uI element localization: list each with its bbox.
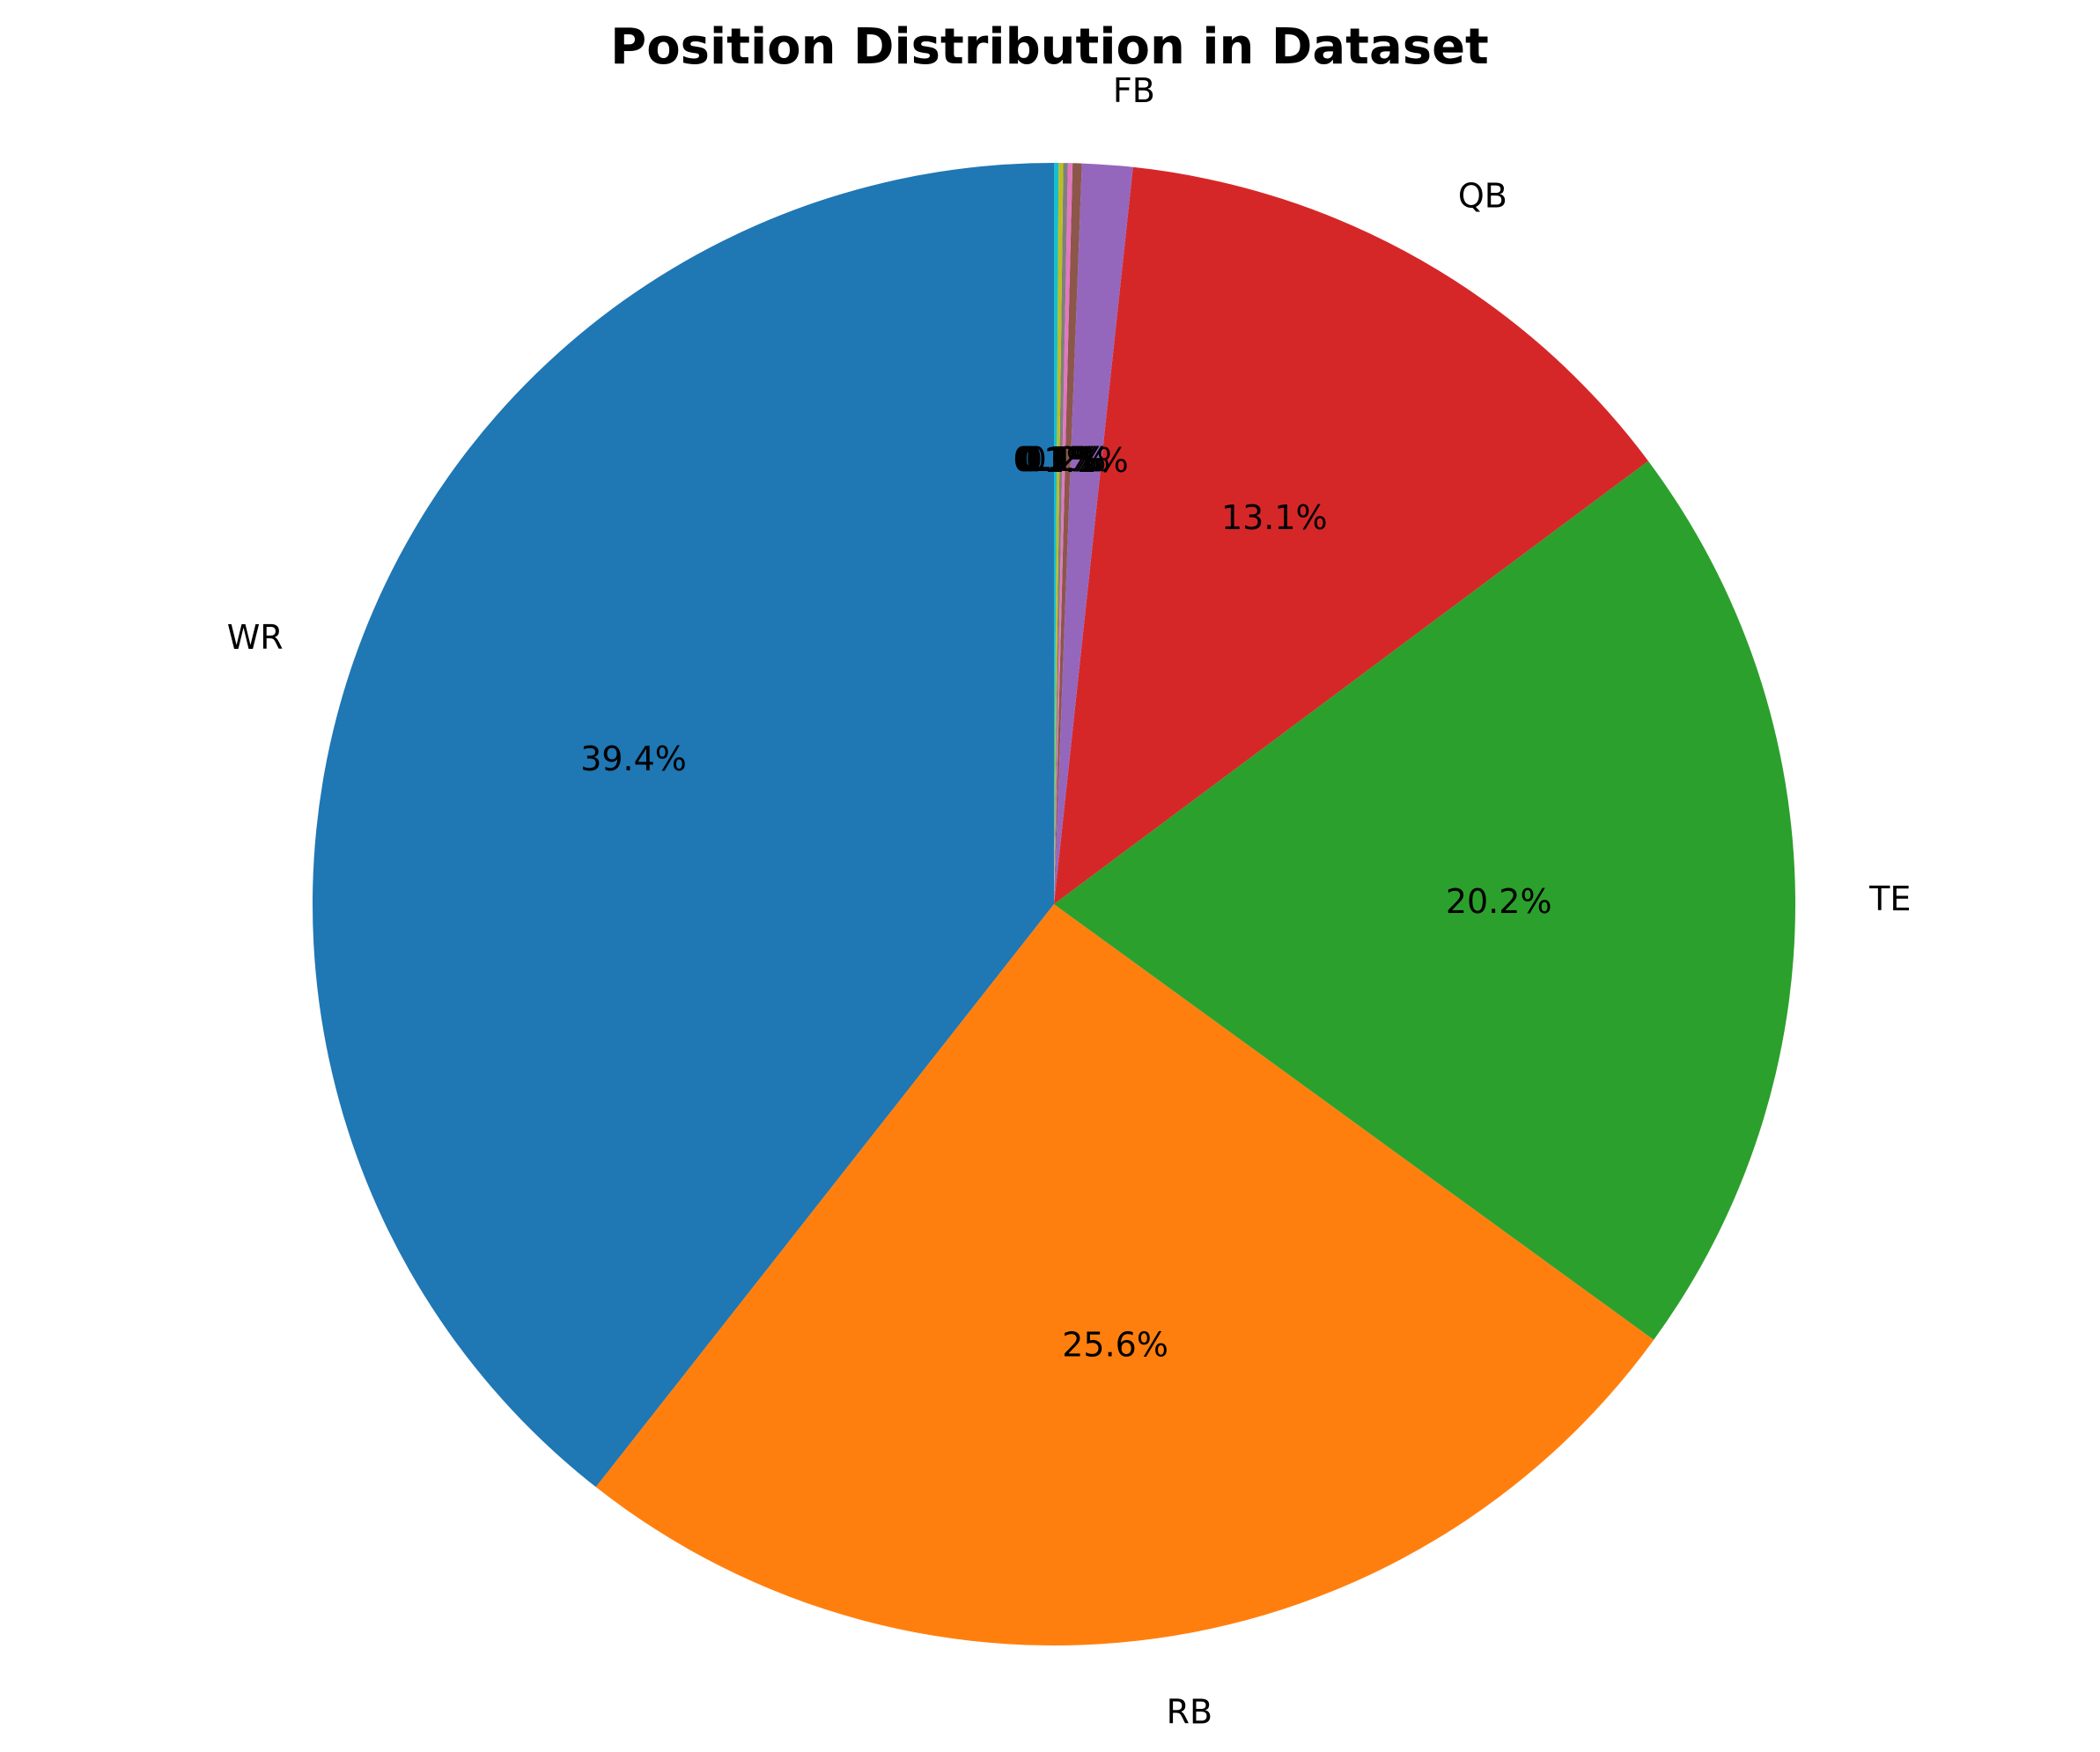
pct-label-6: 0.1% [1021, 440, 1107, 479]
slice-label-fb: FB [1113, 71, 1155, 110]
pie-labels: WR 39.4% RB 25.6% TE 20.2% QB 13.1% FB 1.1%0.2%0.… [227, 71, 1912, 1731]
pie-slice-9 [1054, 163, 1059, 904]
pie-slice-rb [595, 904, 1654, 1646]
pie-slice-5 [1054, 163, 1082, 904]
pie-slice-te [1054, 460, 1795, 1340]
pie-slice-qb [1054, 166, 1648, 905]
pct-label-7: 0.1% [1019, 440, 1104, 479]
pie-slice-fb [1054, 163, 1133, 904]
pie-slice-8 [1054, 163, 1064, 905]
pct-label-te: 20.2% [1446, 882, 1552, 921]
chart-title: Position Distribution in Dataset [610, 18, 1489, 76]
pie-slices [313, 163, 1795, 1646]
pct-label-qb: 13.1% [1221, 498, 1328, 537]
pct-label-rb: 25.6% [1062, 1325, 1168, 1364]
pct-label-8: 0.1% [1015, 440, 1101, 479]
slice-label-te: TE [1868, 880, 1911, 918]
pie-slice-wr [313, 163, 1054, 1488]
slice-label-wr: WR [227, 618, 284, 657]
pie-slice-6 [1054, 163, 1073, 904]
pct-label-9: 0.1% [1013, 440, 1098, 479]
slice-label-qb: QB [1458, 176, 1507, 215]
pie-slice-7 [1054, 163, 1068, 905]
slice-label-rb: RB [1167, 1692, 1212, 1731]
pct-label-wr: 39.4% [580, 740, 687, 778]
pct-label-5: 0.2% [1026, 440, 1111, 479]
pct-label-fb: 1.1% [1043, 441, 1129, 480]
